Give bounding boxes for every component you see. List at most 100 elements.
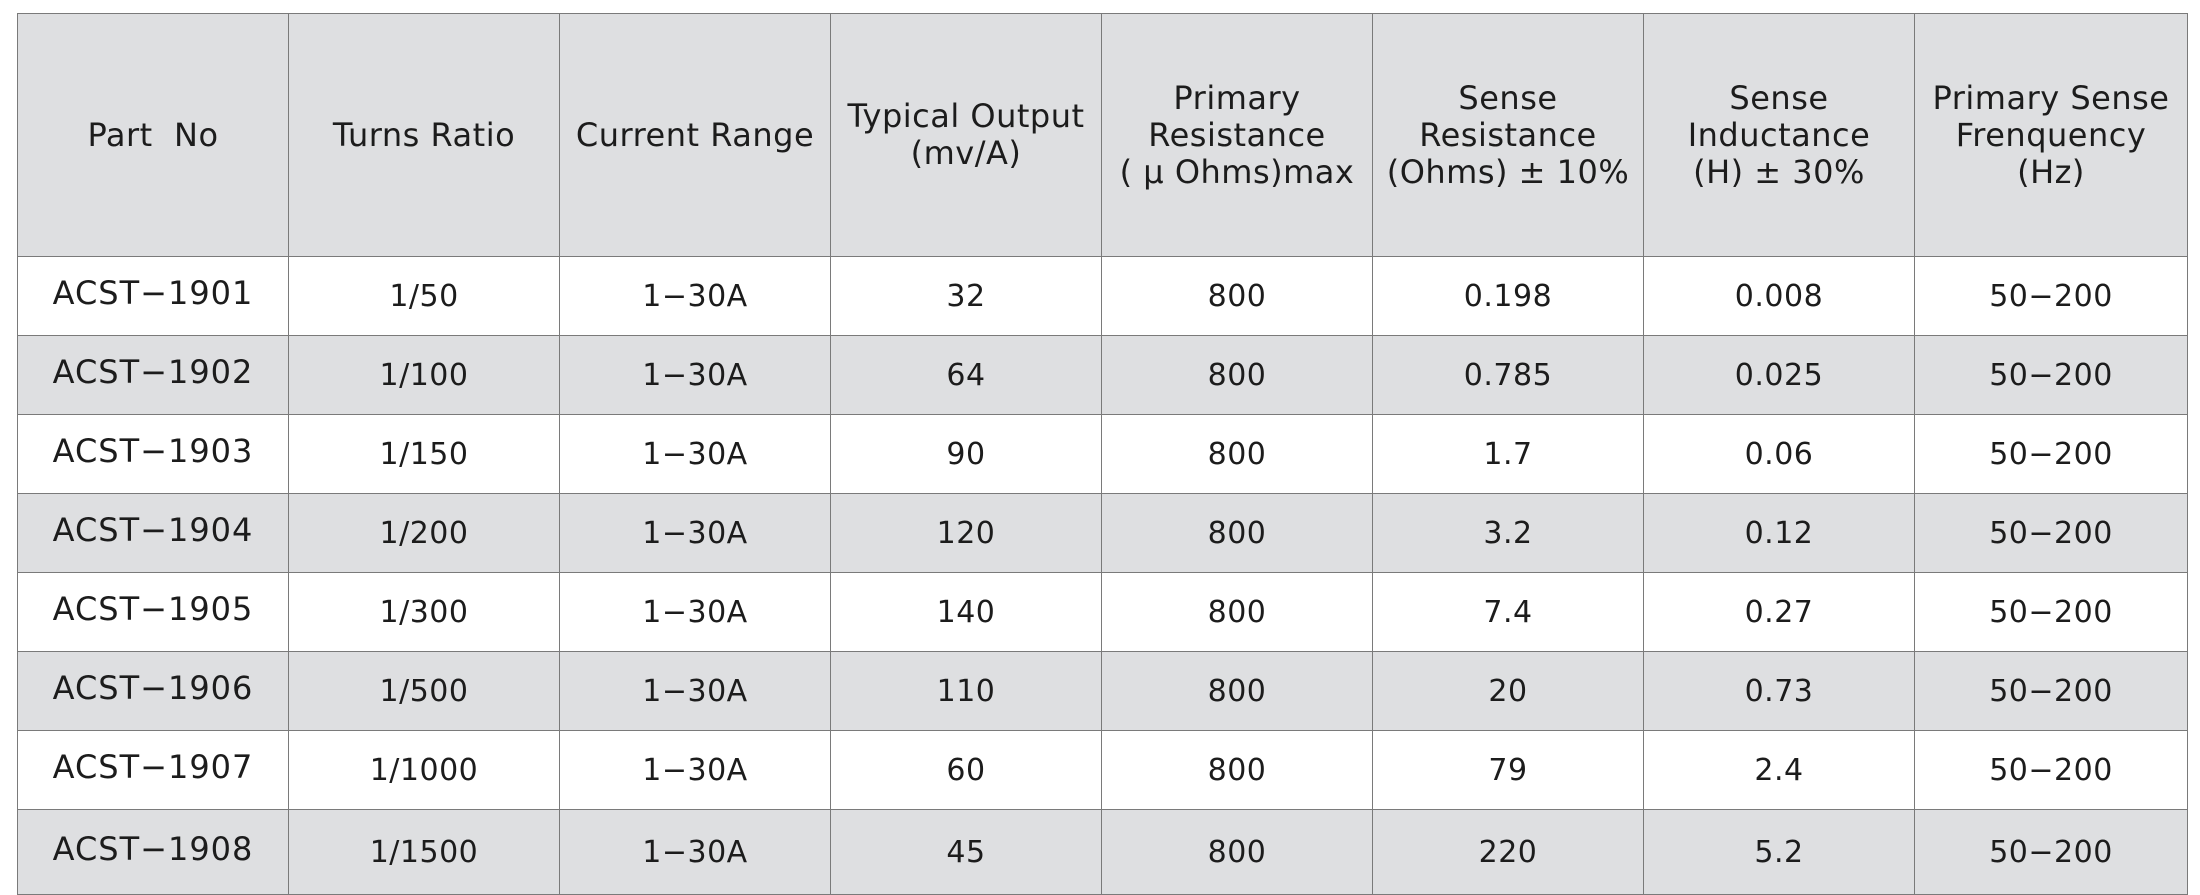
cell-primary-resistance: 800 — [1101, 414, 1373, 494]
cell-frequency: 50−200 — [1914, 651, 2188, 731]
cell-current-range: 1−30A — [559, 572, 831, 652]
header-typical-output: Typical Output (mv/A) — [830, 13, 1102, 257]
cell-sense-resistance: 1.7 — [1372, 414, 1644, 494]
cell-sense-resistance: 0.198 — [1372, 256, 1644, 336]
cell-sense-inductance: 0.06 — [1643, 414, 1915, 494]
header-primary-resistance-line-1: Primary — [1173, 78, 1301, 117]
header-sense-resistance-line-1: Sense — [1458, 78, 1558, 117]
cell-typical-output: 110 — [830, 651, 1102, 731]
header-sense-resistance: Sense Resistance (Ohms) ± 10% — [1372, 13, 1644, 257]
header-current-range-line-1: Current Range — [575, 115, 815, 154]
cell-primary-resistance: 800 — [1101, 651, 1373, 731]
cell-sense-inductance: 2.4 — [1643, 730, 1915, 810]
header-sense-resistance-line-3: (Ohms) ± 10% — [1386, 152, 1630, 191]
cell-typical-output: 32 — [830, 256, 1102, 336]
cell-turns-ratio: 1/200 — [288, 493, 560, 573]
cell-typical-output: 140 — [830, 572, 1102, 652]
cell-current-range: 1−30A — [559, 651, 831, 731]
header-part-no: Part No — [17, 13, 289, 257]
cell-part-no: ACST−1904 — [17, 493, 289, 573]
table-row: ACST−1903 1/150 1−30A 90 800 1.7 0.06 50… — [17, 414, 2188, 494]
header-sense-inductance-line-3: (H) ± 30% — [1693, 152, 1865, 191]
cell-turns-ratio: 1/1500 — [288, 809, 560, 895]
cell-frequency: 50−200 — [1914, 493, 2188, 573]
header-turns-ratio: Turns Ratio — [288, 13, 560, 257]
cell-primary-resistance: 800 — [1101, 572, 1373, 652]
spec-table: Part No Turns Ratio Current Range Typica… — [17, 13, 2188, 895]
table-row: ACST−1906 1/500 1−30A 110 800 20 0.73 50… — [17, 651, 2188, 731]
cell-turns-ratio: 1/150 — [288, 414, 560, 494]
header-primary-sense-frequency-line-1: Primary Sense — [1932, 78, 2170, 117]
table-row: ACST−1901 1/50 1−30A 32 800 0.198 0.008 … — [17, 256, 2188, 336]
cell-part-no: ACST−1905 — [17, 572, 289, 652]
cell-primary-resistance: 800 — [1101, 256, 1373, 336]
header-typical-output-line-1: Typical Output — [847, 97, 1085, 135]
cell-current-range: 1−30A — [559, 809, 831, 895]
cell-sense-resistance: 0.785 — [1372, 335, 1644, 415]
cell-sense-inductance: 0.27 — [1643, 572, 1915, 652]
header-primary-resistance: Primary Resistance ( μ Ohms)max — [1101, 13, 1373, 257]
table-row: ACST−1902 1/100 1−30A 64 800 0.785 0.025… — [17, 335, 2188, 415]
header-primary-sense-frequency: Primary Sense Frenquency (Hz) — [1914, 13, 2188, 257]
cell-primary-resistance: 800 — [1101, 493, 1373, 573]
table-body: ACST−1901 1/50 1−30A 32 800 0.198 0.008 … — [17, 256, 2188, 895]
cell-sense-inductance: 0.73 — [1643, 651, 1915, 731]
cell-sense-resistance: 79 — [1372, 730, 1644, 810]
cell-frequency: 50−200 — [1914, 809, 2188, 895]
cell-sense-resistance: 20 — [1372, 651, 1644, 731]
header-sense-inductance: Sense Inductance (H) ± 30% — [1643, 13, 1915, 257]
cell-current-range: 1−30A — [559, 730, 831, 810]
table-row: ACST−1908 1/1500 1−30A 45 800 220 5.2 50… — [17, 809, 2188, 895]
cell-frequency: 50−200 — [1914, 730, 2188, 810]
cell-frequency: 50−200 — [1914, 572, 2188, 652]
cell-typical-output: 120 — [830, 493, 1102, 573]
cell-sense-resistance: 3.2 — [1372, 493, 1644, 573]
header-current-range: Current Range — [559, 13, 831, 257]
cell-sense-inductance: 0.12 — [1643, 493, 1915, 573]
cell-part-no: ACST−1907 — [17, 730, 289, 810]
cell-turns-ratio: 1/100 — [288, 335, 560, 415]
header-primary-sense-frequency-line-3: (Hz) — [2017, 152, 2085, 191]
table-row: ACST−1905 1/300 1−30A 140 800 7.4 0.27 5… — [17, 572, 2188, 652]
cell-turns-ratio: 1/1000 — [288, 730, 560, 810]
cell-turns-ratio: 1/500 — [288, 651, 560, 731]
cell-frequency: 50−200 — [1914, 335, 2188, 415]
header-sense-inductance-line-1: Sense — [1729, 78, 1829, 117]
cell-primary-resistance: 800 — [1101, 335, 1373, 415]
header-sense-resistance-line-2: Resistance — [1419, 115, 1597, 154]
cell-sense-resistance: 7.4 — [1372, 572, 1644, 652]
cell-sense-inductance: 5.2 — [1643, 809, 1915, 895]
header-typical-output-line-2: (mv/A) — [910, 134, 1022, 172]
header-turns-ratio-line-1: Turns Ratio — [332, 115, 516, 154]
table-header: Part No Turns Ratio Current Range Typica… — [17, 13, 2188, 257]
cell-turns-ratio: 1/300 — [288, 572, 560, 652]
cell-current-range: 1−30A — [559, 335, 831, 415]
cell-primary-resistance: 800 — [1101, 730, 1373, 810]
cell-typical-output: 90 — [830, 414, 1102, 494]
cell-part-no: ACST−1902 — [17, 335, 289, 415]
cell-part-no: ACST−1903 — [17, 414, 289, 494]
cell-sense-inductance: 0.008 — [1643, 256, 1915, 336]
cell-frequency: 50−200 — [1914, 256, 2188, 336]
cell-frequency: 50−200 — [1914, 414, 2188, 494]
cell-part-no: ACST−1901 — [17, 256, 289, 336]
header-row: Part No Turns Ratio Current Range Typica… — [17, 13, 2188, 257]
cell-current-range: 1−30A — [559, 414, 831, 494]
header-sense-inductance-line-2: Inductance — [1687, 115, 1871, 154]
cell-part-no: ACST−1908 — [17, 809, 289, 895]
cell-current-range: 1−30A — [559, 493, 831, 573]
cell-sense-resistance: 220 — [1372, 809, 1644, 895]
cell-current-range: 1−30A — [559, 256, 831, 336]
cell-turns-ratio: 1/50 — [288, 256, 560, 336]
header-primary-resistance-line-2: Resistance — [1148, 115, 1326, 154]
table-row: ACST−1907 1/1000 1−30A 60 800 79 2.4 50−… — [17, 730, 2188, 810]
cell-typical-output: 60 — [830, 730, 1102, 810]
cell-part-no: ACST−1906 — [17, 651, 289, 731]
header-part-no-line-1: Part No — [87, 115, 219, 154]
table-row: ACST−1904 1/200 1−30A 120 800 3.2 0.12 5… — [17, 493, 2188, 573]
cell-primary-resistance: 800 — [1101, 809, 1373, 895]
cell-typical-output: 64 — [830, 335, 1102, 415]
header-primary-sense-frequency-line-2: Frenquency — [1955, 115, 2147, 154]
cell-typical-output: 45 — [830, 809, 1102, 895]
header-primary-resistance-line-3: ( μ Ohms)max — [1119, 152, 1355, 191]
